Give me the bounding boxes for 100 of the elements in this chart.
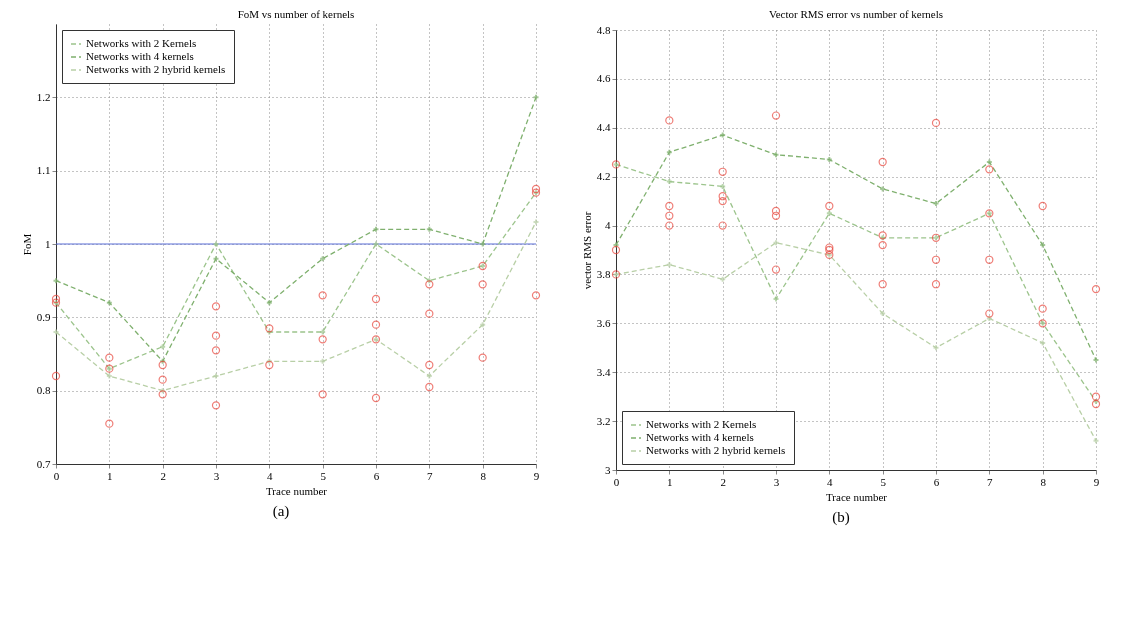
point [373, 226, 378, 232]
x-tick-label: 9 [1093, 475, 1100, 488]
point [718, 221, 727, 230]
point [878, 240, 887, 250]
x-tick-label: 2 [159, 469, 166, 482]
point [719, 132, 725, 138]
point [424, 280, 433, 289]
y-tick-label: 4.6 [596, 72, 611, 85]
point [371, 294, 380, 304]
x-tick-label: 2 [719, 475, 726, 488]
point [986, 159, 992, 165]
y-tick-label: 3.6 [596, 316, 611, 329]
point [53, 278, 58, 284]
x-tick-label: 9 [533, 469, 540, 482]
point [1093, 357, 1098, 363]
point [1091, 392, 1100, 401]
x-tick-label: 8 [479, 469, 486, 482]
x-tick-label: 4 [266, 469, 273, 482]
legend-label: Networks with 2 Kernels [645, 418, 756, 430]
x-tick-label: 4 [826, 475, 833, 488]
x-tick-label: 5 [319, 469, 326, 482]
point [984, 255, 993, 264]
point [718, 192, 727, 201]
point [771, 265, 780, 274]
point [264, 360, 273, 370]
y-tick-label: 3.4 [596, 365, 611, 378]
point [424, 360, 433, 370]
point [826, 157, 832, 163]
point [773, 240, 778, 246]
point [664, 116, 673, 125]
point [879, 186, 885, 192]
legend-label: Networks with 2 Kernels [85, 37, 196, 49]
point [664, 201, 673, 211]
x-tick-label: 6 [373, 469, 380, 482]
text: (b) [832, 509, 850, 526]
point [533, 94, 538, 100]
point [533, 219, 538, 225]
point [931, 118, 940, 128]
point [1038, 304, 1047, 313]
y-tick-label: 4.2 [596, 170, 610, 183]
point [664, 221, 673, 230]
point [1039, 340, 1045, 346]
y-tick-label: 4.8 [596, 23, 611, 36]
point [158, 360, 167, 370]
point [211, 401, 220, 410]
point [931, 280, 940, 289]
legend-label: Networks with 2 hybrid kernels [645, 444, 785, 456]
point [211, 346, 220, 355]
point [426, 373, 432, 379]
x-axis-title: Trace number [825, 490, 887, 503]
point [719, 183, 725, 189]
point [211, 331, 220, 340]
point [264, 324, 273, 333]
legend-label: Networks with 4 kernels [645, 431, 754, 443]
point [824, 201, 833, 211]
point [106, 373, 112, 379]
point [319, 256, 325, 262]
point [266, 300, 272, 306]
x-tick-label: 5 [879, 475, 886, 488]
x-tick-label: 3 [773, 475, 780, 488]
point [104, 353, 113, 362]
y-tick-label: 1.1 [36, 164, 50, 177]
point [158, 390, 167, 399]
point [1091, 284, 1100, 294]
point [1091, 399, 1100, 409]
point [319, 329, 325, 335]
point [478, 353, 487, 362]
point [51, 371, 60, 381]
point [664, 211, 673, 220]
point [771, 206, 780, 216]
point [773, 152, 778, 158]
y-tick-label: 0.7 [36, 457, 51, 470]
x-tick-label: 6 [933, 475, 940, 488]
point [478, 280, 487, 289]
point [51, 294, 60, 304]
x-tick-label: 1 [106, 469, 113, 482]
point [771, 111, 780, 120]
x-axis-title: Trace number [265, 484, 327, 497]
point [826, 210, 832, 216]
point [824, 243, 833, 252]
point [479, 322, 485, 328]
point [878, 280, 887, 289]
point [318, 335, 327, 344]
legend-label: Networks with 4 kernels [85, 50, 194, 62]
x-tick-label: 1 [666, 475, 673, 488]
point [718, 196, 727, 206]
point [611, 245, 620, 255]
y-tick-label: 3.2 [596, 414, 610, 427]
x-tick-label: 0 [53, 469, 60, 482]
y-axis-title: FoM [20, 233, 33, 256]
point [1039, 242, 1045, 248]
point [158, 375, 167, 384]
point [718, 167, 727, 176]
point [211, 302, 220, 311]
point [878, 157, 887, 167]
y-tick-label: 1.2 [36, 90, 50, 103]
point [773, 296, 778, 302]
y-tick-label: 0.8 [36, 384, 51, 397]
point [106, 300, 112, 306]
chart-title: FoM vs number of kernels [237, 8, 354, 20]
